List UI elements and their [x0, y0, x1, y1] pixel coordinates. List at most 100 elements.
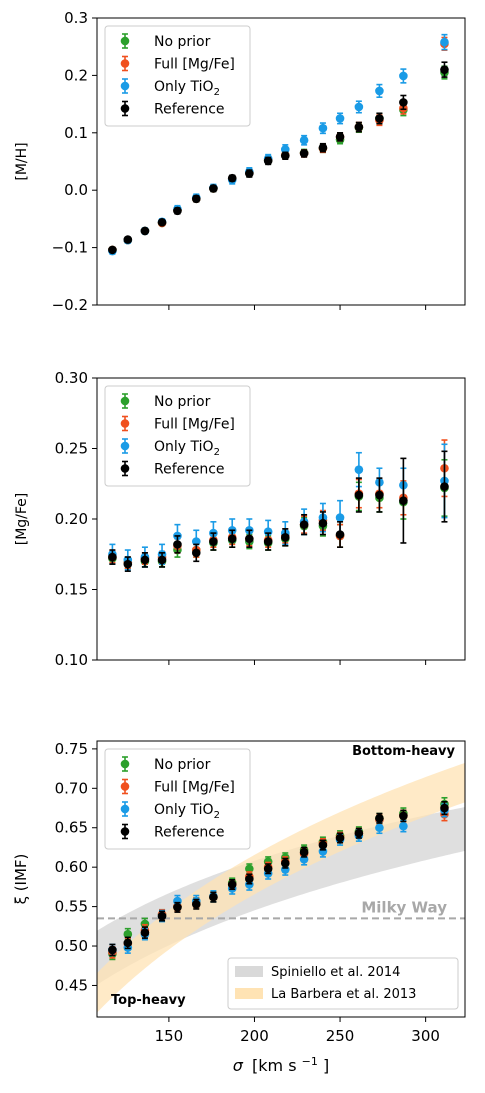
- point-0-3-13: [335, 132, 345, 142]
- point-1-2-13: [335, 513, 345, 522]
- point-0-3-12: [318, 143, 328, 153]
- legend-box-1: [104, 385, 251, 487]
- legend-label-0-3: Reference: [154, 102, 225, 118]
- panel-mgfe-xticks: [168, 660, 427, 665]
- y-tick-label-0-0: −0.2: [52, 296, 88, 314]
- legend-marker-0-1: [120, 59, 130, 68]
- point-0-3-16: [399, 98, 408, 107]
- legend-marker-1-3: [120, 464, 130, 473]
- series-1-3: [108, 450, 449, 572]
- legend-label-0-2: Only TiO2: [154, 79, 220, 98]
- band-legend-swatch-labarbera: [235, 988, 263, 999]
- point-2-3-14: [354, 828, 364, 838]
- y-tick-label-0-3: 0.1: [64, 124, 88, 142]
- legend-label-1-1: Full [Mg/Fe]: [154, 417, 235, 433]
- point-2-3-1: [123, 938, 133, 948]
- point-0-3-5: [191, 194, 201, 204]
- y-tick-label-2-0: 0.45: [55, 976, 88, 994]
- legend-label-0-0: No prior: [154, 34, 211, 50]
- point-2-3-11: [299, 847, 309, 857]
- point-0-3-17: [440, 65, 449, 74]
- point-1-3-15: [375, 490, 384, 500]
- panel-metallicity-xticks: [168, 305, 427, 310]
- band-legend-label-spiniello: Spiniello et al. 2014: [271, 965, 400, 980]
- point-1-2-14: [354, 465, 364, 474]
- point-2-3-7: [227, 880, 237, 889]
- panel-imf-bands: [97, 762, 465, 1013]
- labarbera-band: [97, 762, 465, 1013]
- point-0-3-0: [108, 245, 117, 255]
- legend-label-1-0: No prior: [154, 394, 211, 410]
- point-1-3-17: [440, 482, 449, 491]
- point-2-3-13: [335, 833, 345, 843]
- point-2-3-15: [375, 813, 384, 823]
- point-2-2-15: [375, 823, 384, 833]
- y-tick-label-2-6: 0.75: [55, 740, 88, 758]
- point-0-3-6: [209, 184, 218, 193]
- legend-marker-0-3: [120, 104, 130, 113]
- y-tick-label-2-2: 0.55: [55, 898, 88, 916]
- x-axis-label-unit: [km s: [252, 1056, 297, 1075]
- legend-label-2-0: No prior: [154, 757, 211, 773]
- point-0-3-8: [245, 169, 254, 178]
- point-1-3-10: [280, 533, 290, 542]
- point-0-3-9: [263, 156, 273, 166]
- x-axis-label: σ [km s −1 ]: [233, 1050, 329, 1075]
- legend-label-0-1: Full [Mg/Fe]: [154, 57, 235, 73]
- point-0-3-4: [173, 206, 182, 216]
- point-1-3-5: [191, 548, 201, 558]
- panel-mgfe-points: [108, 439, 449, 572]
- panel-imf-ylabel: ξ (IMF): [12, 854, 30, 905]
- y-tick-label-0-2: 0.0: [64, 181, 88, 199]
- x-tick-label-2-1: 200: [240, 1027, 269, 1045]
- point-1-3-11: [299, 520, 309, 529]
- y-tick-label-1-1: 0.15: [55, 581, 88, 599]
- point-0-2-13: [335, 114, 345, 123]
- point-2-0-8: [245, 864, 254, 874]
- point-1-3-3: [157, 555, 167, 565]
- point-0-2-14: [354, 102, 364, 112]
- top-heavy-label: Top-heavy: [111, 993, 186, 1008]
- y-tick-label-2-4: 0.65: [55, 819, 88, 837]
- point-0-3-11: [299, 149, 309, 158]
- legend-marker-1-2: [120, 441, 130, 451]
- legend-marker-1-1: [120, 419, 130, 428]
- x-tick-label-2-3: 300: [411, 1027, 440, 1045]
- legend-box-0: [104, 25, 251, 127]
- band-legend: Spiniello et al. 2014 La Barbera et al. …: [227, 957, 459, 1010]
- band-legend-swatch-spiniello: [235, 966, 263, 977]
- point-0-3-15: [375, 114, 384, 123]
- series-2-3: [108, 800, 449, 957]
- point-0-3-10: [280, 151, 290, 161]
- point-0-3-7: [227, 173, 237, 183]
- point-2-3-16: [399, 811, 408, 821]
- point-0-2-15: [375, 86, 384, 96]
- legend-label-2-2: Only TiO2: [154, 802, 220, 821]
- x-axis-label-exponent: −1: [302, 1055, 318, 1068]
- point-2-3-5: [191, 899, 201, 909]
- y-tick-label-2-3: 0.60: [55, 858, 88, 876]
- series-0-3: [108, 61, 449, 255]
- point-1-3-9: [263, 537, 273, 546]
- point-2-3-2: [140, 928, 150, 937]
- legend-label-2-3: Reference: [154, 825, 225, 841]
- point-2-3-4: [173, 903, 182, 912]
- panel-imf-yticks: 0.45 0.50 0.55 0.60 0.65 0.70 0.75: [55, 740, 97, 994]
- legend-marker-2-1: [120, 782, 130, 791]
- legend-label-2-1: Full [Mg/Fe]: [154, 780, 235, 796]
- bottom-heavy-label: Bottom-heavy: [352, 744, 455, 759]
- point-1-3-0: [108, 552, 117, 562]
- legend-marker-2-2: [120, 804, 130, 814]
- panel-imf-points: [108, 796, 449, 961]
- point-1-3-6: [209, 537, 218, 546]
- point-1-3-4: [173, 540, 182, 549]
- point-2-3-9: [263, 864, 273, 874]
- point-0-3-3: [157, 218, 167, 227]
- legend-marker-0-0: [120, 36, 130, 46]
- band-legend-box: [227, 957, 459, 1010]
- panel-mgfe-legend: No prior Full [Mg/Fe] Only TiO2 Reference: [104, 385, 251, 487]
- point-0-2-12: [318, 123, 328, 133]
- point-0-3-1: [123, 235, 133, 244]
- point-2-2-16: [399, 821, 408, 831]
